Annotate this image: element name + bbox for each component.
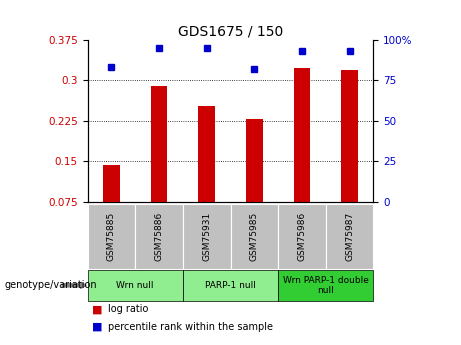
Text: GSM75931: GSM75931 [202,212,211,261]
Text: ■: ■ [92,322,103,332]
Text: GSM75885: GSM75885 [107,212,116,261]
Text: Wrn PARP-1 double
null: Wrn PARP-1 double null [283,276,369,295]
Bar [151,86,167,202]
Text: GSM75985: GSM75985 [250,212,259,261]
Text: GSM75987: GSM75987 [345,212,354,261]
Bar [103,165,120,202]
Text: percentile rank within the sample: percentile rank within the sample [108,322,273,332]
Text: PARP-1 null: PARP-1 null [205,281,256,290]
Text: ■: ■ [92,305,103,314]
Text: GSM75986: GSM75986 [297,212,307,261]
Text: genotype/variation: genotype/variation [5,280,97,290]
Bar [246,119,263,202]
Bar [198,106,215,202]
Text: log ratio: log ratio [108,305,149,314]
Text: GSM75886: GSM75886 [154,212,164,261]
Title: GDS1675 / 150: GDS1675 / 150 [178,24,283,39]
Bar [341,70,358,202]
Bar [294,68,310,202]
Text: Wrn null: Wrn null [117,281,154,290]
